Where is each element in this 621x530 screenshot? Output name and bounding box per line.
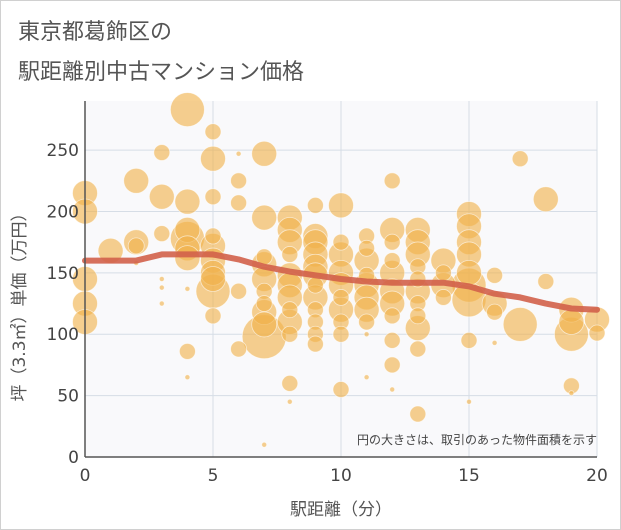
y-tick-label: 150	[47, 264, 79, 284]
bubble-point	[409, 405, 427, 423]
bubble-point	[588, 324, 606, 342]
bubble-point	[486, 266, 504, 284]
y-tick-label: 200	[47, 202, 79, 222]
bubble-point	[332, 325, 350, 343]
bubble-point	[568, 390, 575, 397]
bubble-point	[358, 239, 376, 257]
bubble-point	[230, 172, 248, 190]
bubble-point	[200, 145, 226, 172]
y-tick-label: 0	[68, 448, 79, 468]
bubble-point	[148, 183, 175, 210]
bubble-point	[200, 266, 226, 292]
bubble-point	[383, 172, 401, 190]
bubble-point	[460, 331, 478, 349]
bubble-point	[158, 276, 165, 282]
x-tick-label: 15	[458, 466, 480, 486]
bubble-point	[153, 144, 171, 161]
bubble-point	[230, 282, 248, 300]
trend-line	[82, 251, 600, 313]
bubble-point	[281, 374, 299, 392]
y-tick-label: 250	[47, 141, 79, 161]
bubble-point	[235, 150, 242, 157]
bubble-point	[204, 123, 222, 141]
bubble-point	[158, 300, 165, 307]
bubble-point	[537, 273, 555, 290]
bubble-point	[286, 398, 293, 405]
bubble-point	[389, 386, 396, 393]
bubble-point	[204, 188, 222, 206]
bubble-point	[251, 204, 278, 231]
bubble-point	[532, 186, 559, 213]
bubble-point	[383, 252, 401, 269]
bubble-point	[363, 331, 370, 338]
bubble-point	[230, 340, 248, 358]
bubble-point	[434, 264, 452, 282]
bubble-point	[281, 246, 299, 263]
chart-title-line-1: 東京都葛飾区の	[18, 20, 172, 45]
bubble-point	[383, 331, 401, 349]
bubble-point	[363, 374, 370, 381]
bubble-point	[251, 140, 278, 167]
bubble-point	[332, 289, 350, 306]
bubble-point	[174, 188, 201, 215]
bubble-point	[409, 307, 427, 325]
bubble-point	[332, 233, 350, 251]
x-tick-label: 10	[330, 466, 352, 486]
chart-title-line-2: 駅距離別中古マンション価格	[18, 60, 304, 85]
bubble-point	[251, 311, 278, 338]
x-tick-label: 20	[586, 466, 608, 486]
bubble-point	[306, 196, 324, 214]
bubble-point	[511, 150, 529, 168]
bubble-point	[383, 356, 401, 374]
bubble-point	[184, 374, 191, 381]
y-tick-label: 100	[47, 325, 79, 345]
bubble-point	[456, 259, 482, 286]
bubble-point	[332, 381, 350, 398]
bubble-point	[261, 441, 268, 448]
bubble-point	[281, 301, 299, 319]
axes	[84, 101, 597, 458]
bubble-point	[358, 313, 376, 331]
x-axis-title: 駅距離（分）	[290, 500, 392, 520]
y-tick-label: 50	[57, 387, 79, 407]
bubble-point	[255, 295, 273, 312]
bubble-point	[466, 398, 472, 405]
bubble-point	[306, 276, 324, 294]
bubble-point	[383, 307, 401, 325]
bubble-point	[491, 339, 498, 346]
y-axis-title: 坪（3.3㎡）単価（万円）	[10, 204, 30, 401]
bubble-point	[127, 237, 145, 255]
x-tick-label: 5	[208, 466, 219, 486]
bubble-point	[174, 245, 201, 272]
bubble-point	[306, 335, 324, 353]
bubble-point	[434, 289, 452, 306]
bubble-point	[184, 285, 191, 292]
bubble-point	[178, 343, 196, 360]
bubble-point	[123, 167, 150, 194]
bubble-point	[383, 233, 401, 251]
bubble-point	[204, 227, 222, 245]
x-tick-label: 0	[80, 466, 91, 486]
bubble-point	[328, 192, 354, 219]
bubble-point	[558, 309, 585, 335]
bubble-point	[502, 307, 538, 342]
bubble-point	[153, 225, 171, 242]
bubble-point	[486, 303, 504, 321]
size-legend-note: 円の大きさは、取引のあった物件面積を示す	[357, 432, 597, 447]
bubble-point	[169, 92, 205, 127]
bubble-point	[158, 284, 165, 291]
bubble-point	[230, 194, 248, 212]
bubble-point	[409, 340, 427, 358]
bubble-point	[204, 307, 222, 325]
bubble-point	[281, 325, 299, 343]
